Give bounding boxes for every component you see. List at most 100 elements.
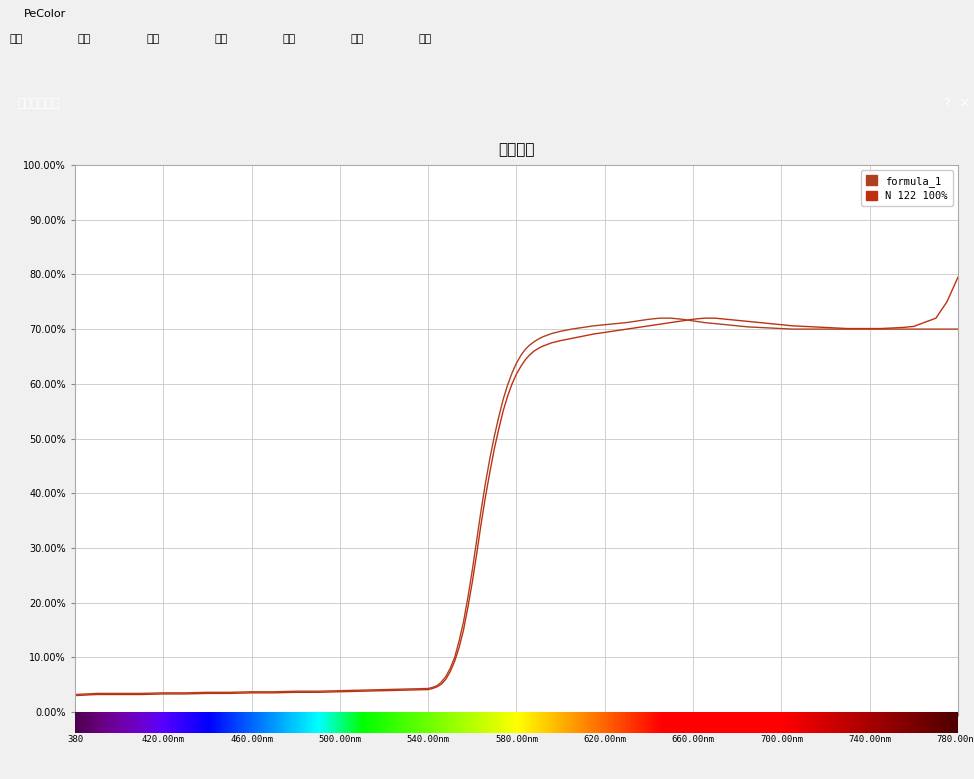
Bar [696,712,698,733]
Bar [920,712,922,733]
Bar [730,712,731,733]
Bar [234,712,236,733]
Bar [622,712,624,733]
Bar [778,712,779,733]
Bar [244,712,246,733]
Bar [737,712,739,733]
Line: formula_1: formula_1 [75,318,958,695]
Bar [240,712,241,733]
Bar [400,712,401,733]
Bar [903,712,905,733]
Bar [700,712,702,733]
Bar [455,712,457,733]
Bar [831,712,833,733]
Bar [690,712,692,733]
Bar [190,712,192,733]
Bar [403,712,405,733]
Bar [474,712,476,733]
Bar [470,712,472,733]
Bar [718,712,720,733]
N 122 100% [519,355,531,365]
Bar [522,712,524,733]
Bar [692,712,693,733]
Bar [892,712,894,733]
Title: 光谱曲线: 光谱曲线 [499,142,535,157]
Bar [349,712,351,733]
Bar [631,712,633,733]
Bar [638,712,640,733]
Text: 660.00nm: 660.00nm [672,735,715,745]
Bar [587,712,589,733]
Bar [896,712,898,733]
Bar [364,712,366,733]
Bar [188,712,190,733]
Bar [418,712,420,733]
Bar [335,712,336,733]
Bar [462,712,464,733]
Bar [351,712,353,733]
Bar [835,712,836,733]
Bar [727,712,729,733]
Bar [203,712,204,733]
Bar [543,712,544,733]
Bar [162,712,164,733]
Bar [520,712,522,733]
Bar [216,712,218,733]
Bar [444,712,446,733]
Bar [301,712,303,733]
Bar [566,712,568,733]
Bar [655,712,656,733]
Bar [703,712,705,733]
Bar [776,712,778,733]
Bar [310,712,312,733]
Bar [674,712,675,733]
Bar [96,712,98,733]
Bar [624,712,626,733]
Bar [193,712,195,733]
Text: 620.00nm: 620.00nm [583,735,626,745]
Bar [653,712,655,733]
N 122 100% [765,319,776,328]
N 122 100% [742,317,754,326]
Bar [392,712,393,733]
Bar [420,712,421,733]
Bar [121,712,123,733]
Bar [214,712,216,733]
Text: 540.00nm: 540.00nm [407,735,450,745]
Bar [628,712,629,733]
Bar [633,712,635,733]
Bar [333,712,335,733]
Bar [607,712,609,733]
Bar [922,712,924,733]
Bar [112,712,114,733]
Bar [232,712,234,733]
Bar [435,712,437,733]
Bar [939,712,940,733]
Bar [307,712,308,733]
Bar [548,712,550,733]
Bar [513,712,514,733]
Bar [822,712,824,733]
Bar [594,712,596,733]
Bar [110,712,112,733]
Bar [553,712,555,733]
formula_1 [577,323,588,332]
Bar [755,712,757,733]
Bar [739,712,741,733]
Bar [407,712,409,733]
Line: N 122 100%: N 122 100% [75,277,958,696]
Bar [612,712,614,733]
Bar [86,712,88,733]
Bar [720,712,722,733]
Bar [483,712,485,733]
Bar [356,712,357,733]
Bar [826,712,827,733]
Bar [790,712,792,733]
Bar [290,712,292,733]
Bar [840,712,842,733]
Bar [807,712,809,733]
Bar [375,712,377,733]
Bar [646,712,647,733]
Text: ×: × [958,97,970,111]
Bar [916,712,918,733]
